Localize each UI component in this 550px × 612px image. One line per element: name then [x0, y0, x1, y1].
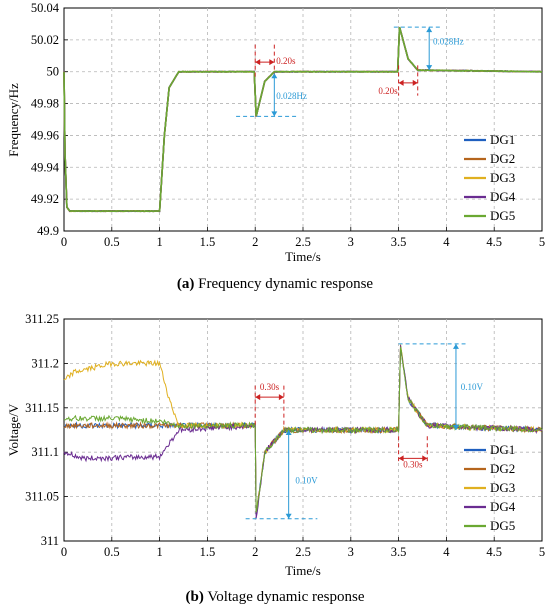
voltage-ylabel: Voltage/V [6, 403, 21, 456]
frequency-dip-duration-label: 0.20s [276, 56, 296, 66]
frequency-xtick-label: 2 [252, 235, 258, 249]
voltage-annotations: 0.30s 0.10V 0.30s 0.10V [245, 343, 484, 520]
frequency-dip-depth-label: 0.028Hz [276, 91, 307, 101]
voltage-xtick-label: 0 [61, 545, 67, 559]
frequency-ytick-label: 49.96 [31, 128, 59, 142]
frequency-xtick-label: 3 [348, 235, 354, 249]
voltage-legend-label-dg2: DG2 [490, 461, 515, 476]
frequency-ytick-label: 50.04 [31, 1, 60, 15]
frequency-xtick-label: 1 [156, 235, 162, 249]
voltage-dip-duration-label: 0.30s [260, 382, 280, 392]
voltage-xtick-label: 3.5 [391, 545, 407, 559]
frequency-line-dg5 [63, 26, 543, 213]
frequency-ylabel: Frequency/Hz [6, 83, 21, 157]
frequency-xtick-label: 4.5 [486, 235, 502, 249]
frequency-legend-label-dg2: DG2 [490, 151, 515, 166]
frequency-xtick-label: 3.5 [391, 235, 407, 249]
voltage-caption-text: Voltage dynamic response [207, 589, 365, 605]
voltage-xtick-label: 4 [443, 545, 450, 559]
frequency-lines [63, 26, 543, 213]
voltage-lines [63, 344, 543, 519]
frequency-caption-text: Frequency dynamic response [198, 276, 374, 292]
voltage-xtick-label: 2.5 [295, 545, 311, 559]
voltage-ticks: 0 0.5 1 1.5 2 2.5 3 3.5 4 4.5 5 311 311.05 311.1 311.1… [25, 312, 545, 559]
voltage-caption-letter: (b) [185, 589, 204, 605]
frequency-xtick-label: 0 [61, 235, 67, 249]
frequency-xtick-label: 5 [539, 235, 545, 249]
frequency-legend: DG1 DG2 DG3 DG4 DG5 [464, 132, 516, 223]
frequency-xtick-label: 4 [443, 235, 450, 249]
voltage-ytick-label: 311.15 [25, 401, 59, 415]
frequency-ticks: 0 0.5 1 1.5 2 2.5 3 3.5 4 4.5 5 49.9 49.92 49.94 49.96… [31, 1, 545, 249]
frequency-ytick-label: 49.94 [31, 160, 60, 174]
frequency-xtick-label: 1.5 [200, 235, 216, 249]
voltage-legend-label-dg3: DG3 [490, 480, 515, 495]
voltage-ytick-label: 311.25 [25, 312, 59, 326]
voltage-peak-duration-label: 0.30s [403, 459, 423, 469]
voltage-xlabel: Time/s [285, 563, 321, 578]
voltage-ytick-label: 311 [41, 534, 59, 548]
frequency-legend-label-dg3: DG3 [490, 170, 515, 185]
voltage-ytick-label: 311.2 [31, 356, 59, 370]
voltage-xtick-label: 5 [539, 545, 545, 559]
voltage-caption: (b) Voltage dynamic response [0, 589, 550, 606]
frequency-peak-duration-arrow-heads [398, 79, 418, 86]
frequency-ytick-label: 49.9 [37, 224, 59, 238]
frequency-xtick-label: 0.5 [104, 235, 120, 249]
frequency-annotations: 0.20s 0.028Hz 0.20s 0.028Hz [236, 26, 464, 117]
voltage-dip-depth-label: 0.10V [295, 475, 318, 485]
voltage-legend: DG1 DG2 DG3 DG4 DG5 [464, 442, 516, 533]
voltage-line-dg5 [63, 346, 543, 513]
frequency-legend-label-dg5: DG5 [490, 208, 515, 223]
frequency-legend-label-dg4: DG4 [490, 189, 516, 204]
voltage-peak-height-label: 0.10V [461, 382, 484, 392]
frequency-legend-label-dg1: DG1 [490, 132, 515, 147]
voltage-chart: 0 0.5 1 1.5 2 2.5 3 3.5 4 4.5 5 311 311.05 311.1 311.1… [6, 312, 545, 578]
voltage-xtick-label: 0.5 [104, 545, 120, 559]
voltage-xtick-label: 3 [348, 545, 354, 559]
frequency-ytick-label: 49.92 [31, 192, 59, 206]
frequency-ytick-label: 50 [47, 65, 60, 79]
voltage-line-dg4 [63, 345, 543, 519]
voltage-ytick-label: 311.05 [25, 490, 59, 504]
frequency-peak-height-arrow-heads [426, 27, 433, 71]
voltage-legend-label-dg4: DG4 [490, 499, 516, 514]
voltage-xtick-label: 2 [252, 545, 258, 559]
voltage-xtick-label: 1.5 [200, 545, 216, 559]
frequency-ytick-label: 49.98 [31, 97, 59, 111]
frequency-dip-duration-arrow-heads [255, 59, 275, 66]
voltage-xtick-label: 1 [156, 545, 162, 559]
frequency-xlabel: Time/s [285, 249, 321, 264]
frequency-chart: 0 0.5 1 1.5 2 2.5 3 3.5 4 4.5 5 49.9 49.92 49.94 49.96… [6, 1, 545, 264]
voltage-legend-label-dg1: DG1 [490, 442, 515, 457]
voltage-xtick-label: 4.5 [486, 545, 502, 559]
frequency-xtick-label: 2.5 [295, 235, 311, 249]
frequency-dip-depth-arrow-heads [271, 73, 278, 117]
frequency-ytick-label: 50.02 [31, 33, 59, 47]
frequency-caption-letter: (a) [176, 276, 195, 292]
voltage-ytick-label: 311.1 [31, 445, 59, 459]
frequency-caption: (a) Frequency dynamic response [0, 276, 550, 293]
frequency-peak-duration-label: 0.20s [378, 86, 398, 96]
frequency-peak-height-label: 0.028Hz [433, 37, 464, 47]
voltage-legend-label-dg5: DG5 [490, 518, 515, 533]
